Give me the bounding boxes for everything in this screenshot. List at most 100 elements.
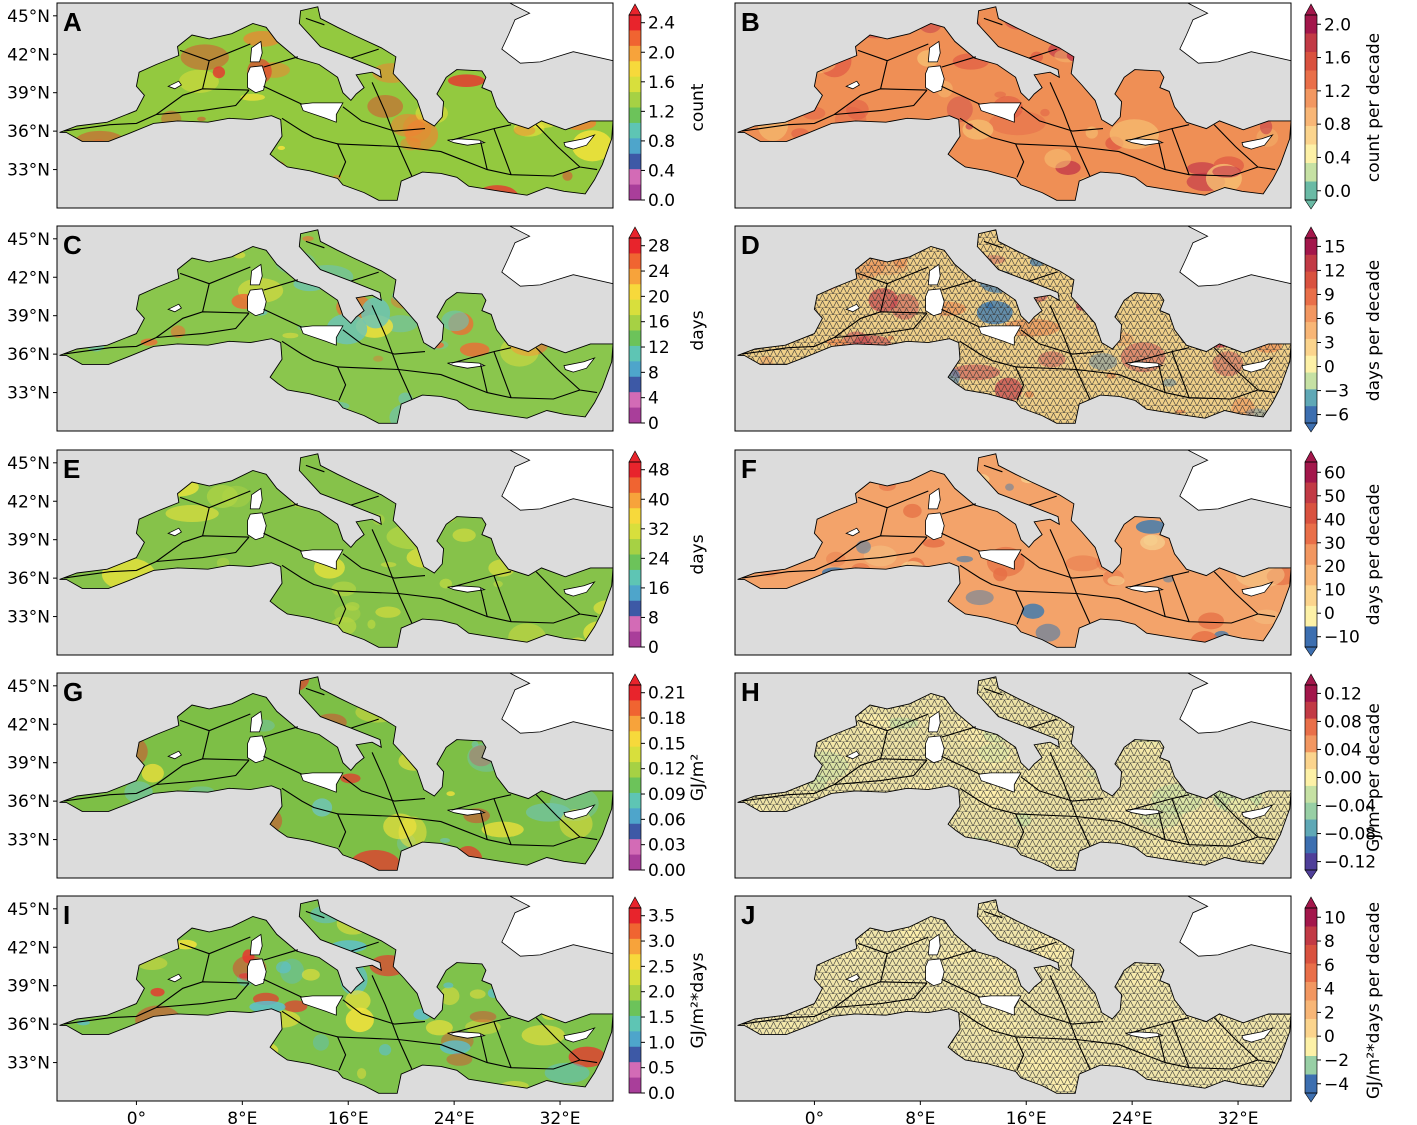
coastline bbox=[737, 899, 1291, 1094]
colorbar-tick-label: 1.2 bbox=[1324, 82, 1351, 102]
colorbar-tick-label: 0.4 bbox=[648, 161, 675, 181]
subbasin-border bbox=[156, 312, 250, 339]
colorbar-segment bbox=[1305, 288, 1317, 306]
subbasin-border bbox=[305, 910, 325, 919]
subbasin-border bbox=[535, 571, 598, 618]
island bbox=[563, 804, 596, 820]
lon-tick-label: 16°E bbox=[1006, 1109, 1047, 1125]
island bbox=[167, 973, 182, 983]
subbasin-border bbox=[179, 49, 210, 62]
colorbar-segment bbox=[1305, 836, 1317, 854]
subbasin-border bbox=[959, 117, 1025, 178]
coastline bbox=[59, 899, 613, 1094]
subbasin-border bbox=[959, 564, 1025, 625]
colorbar-segment bbox=[629, 854, 641, 871]
subbasin-border bbox=[263, 532, 303, 552]
subbasin-border bbox=[179, 272, 210, 285]
colorbar-f: −10 0 10 20 30 40 50 60 days per decade bbox=[1304, 450, 1384, 657]
colorbar-tick-label: 0 bbox=[1324, 1027, 1335, 1047]
colorbar-tick-label: 1.0 bbox=[648, 1033, 675, 1053]
island bbox=[925, 65, 945, 94]
colorbar-tick-label: 0.0 bbox=[648, 191, 675, 211]
lat-tick-label: 33°N bbox=[7, 831, 50, 851]
subbasin-border bbox=[342, 776, 426, 802]
island bbox=[845, 80, 860, 90]
subbasin-border bbox=[263, 503, 299, 515]
subbasin-border bbox=[857, 49, 888, 62]
panel-letter: J bbox=[741, 900, 755, 930]
subbasin-border bbox=[857, 719, 888, 732]
lat-tick-label: 42°N bbox=[7, 715, 50, 735]
island bbox=[249, 710, 263, 733]
colorbar-segment bbox=[629, 184, 641, 201]
subbasin-border bbox=[1158, 588, 1166, 617]
colorbar-label: days per decade bbox=[1364, 260, 1384, 401]
panel-letter: H bbox=[741, 677, 760, 707]
colorbar-g: 0.00 0.03 0.06 0.09 0.12 0.15 0.18 0.21 GJ/m² bbox=[628, 673, 708, 881]
colorbar-segment bbox=[629, 523, 641, 540]
subbasin-border bbox=[834, 312, 928, 339]
subbasin-border bbox=[941, 503, 977, 515]
subbasin-border bbox=[1049, 752, 1091, 847]
subbasin-border bbox=[342, 999, 426, 1025]
subbasin-border bbox=[179, 942, 210, 955]
colorbar-tick-label: 0.06 bbox=[648, 810, 686, 830]
colorbar-segment bbox=[629, 61, 641, 78]
colorbar-tick-label: 48 bbox=[648, 461, 670, 481]
subbasin-border bbox=[480, 588, 488, 617]
subbasin-border bbox=[1015, 143, 1259, 177]
subbasin-border bbox=[1015, 1036, 1259, 1070]
colorbar-segment bbox=[1305, 163, 1317, 182]
colorbar-segment bbox=[1305, 355, 1317, 374]
colorbar-segment bbox=[1305, 605, 1317, 627]
subbasin-border bbox=[305, 240, 325, 249]
subbasin-border bbox=[1158, 1034, 1166, 1063]
colorbar-tick-label: 0.8 bbox=[1324, 115, 1351, 135]
colorbar-segment bbox=[629, 330, 641, 347]
colorbar-tick-label: −4 bbox=[1324, 1075, 1349, 1095]
colorbar-segment bbox=[629, 715, 641, 732]
colorbar-tick-label: 2.5 bbox=[648, 957, 675, 977]
colorbar-segment bbox=[1305, 926, 1317, 946]
colorbar-extend-bottom bbox=[1304, 422, 1318, 433]
colorbar-segment bbox=[629, 938, 641, 955]
colorbar-i: 0.0 0.5 1.0 1.5 2.0 2.5 3.0 3.5 GJ/m²*days bbox=[628, 896, 708, 1104]
coastline bbox=[737, 676, 1291, 871]
black-sea-region bbox=[1158, 896, 1291, 957]
colorbar-label: count bbox=[688, 83, 708, 131]
island bbox=[1125, 808, 1164, 816]
subbasin-border bbox=[350, 941, 379, 952]
subbasin-border bbox=[834, 536, 928, 563]
black-sea-region bbox=[1158, 673, 1291, 734]
lat-tick-label: 45°N bbox=[7, 900, 50, 920]
colorbar-segment bbox=[1305, 908, 1317, 927]
map-panel-a: A 45°N 42°N 39°N 36°N 33°N bbox=[7, 2, 614, 209]
colorbar-segment bbox=[629, 492, 641, 509]
subbasin-border bbox=[305, 17, 325, 26]
subbasin-border bbox=[1020, 106, 1104, 132]
panel-frame bbox=[734, 672, 1292, 879]
colorbar-segment bbox=[629, 1062, 641, 1079]
subbasin-border bbox=[857, 496, 888, 509]
subbasin-border bbox=[941, 308, 981, 328]
colorbar-tick-label: −0.08 bbox=[1324, 825, 1376, 845]
island bbox=[978, 772, 1022, 793]
subbasin-border bbox=[535, 124, 598, 171]
island bbox=[247, 65, 267, 94]
colorbar-tick-label: −0.12 bbox=[1324, 853, 1376, 873]
subbasin-border bbox=[371, 82, 413, 177]
colorbar-segment bbox=[1305, 271, 1317, 289]
colorbar-segment bbox=[1305, 785, 1317, 804]
island bbox=[1241, 1027, 1274, 1043]
lat-tick-label: 42°N bbox=[7, 268, 50, 288]
colorbar-segment bbox=[1305, 626, 1317, 648]
colorbar-segment bbox=[1305, 523, 1317, 545]
subbasin-border bbox=[281, 1010, 347, 1071]
island bbox=[1125, 138, 1164, 146]
panel-frame bbox=[734, 449, 1292, 656]
panel-frame bbox=[56, 895, 614, 1102]
colorbar-extend-top bbox=[1304, 673, 1318, 686]
subbasin-border bbox=[1049, 529, 1091, 624]
lon-tick-label: 0° bbox=[127, 1109, 146, 1125]
colorbar-segment bbox=[629, 923, 641, 940]
